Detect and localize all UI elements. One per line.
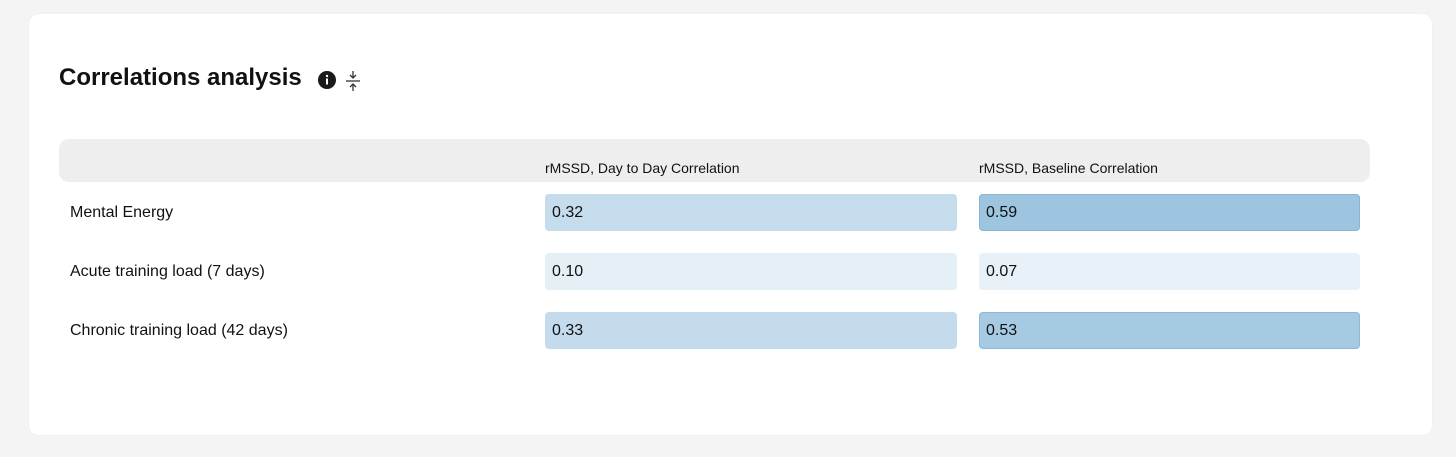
info-icon[interactable]	[317, 70, 337, 90]
column-header: rMSSD, Baseline Correlation	[979, 160, 1158, 176]
card: Correlations analysis rMSSD, Day to Day …	[29, 14, 1432, 435]
correlation-cell: 0.33	[545, 312, 957, 349]
title: Correlations analysis	[59, 64, 302, 91]
correlation-cell: 0.53	[979, 312, 1360, 349]
row-label: Chronic training load (42 days)	[70, 322, 288, 339]
column-header: rMSSD, Day to Day Correlation	[545, 160, 740, 176]
table-header	[59, 139, 1370, 182]
row-label: Acute training load (7 days)	[70, 263, 265, 280]
correlation-cell: 0.59	[979, 194, 1360, 231]
row-label: Mental Energy	[70, 204, 174, 221]
collapse-icon[interactable]	[343, 69, 363, 93]
correlation-cell: 0.10	[545, 253, 957, 290]
correlation-cell: 0.07	[979, 253, 1360, 290]
correlation-cell: 0.32	[545, 194, 957, 231]
